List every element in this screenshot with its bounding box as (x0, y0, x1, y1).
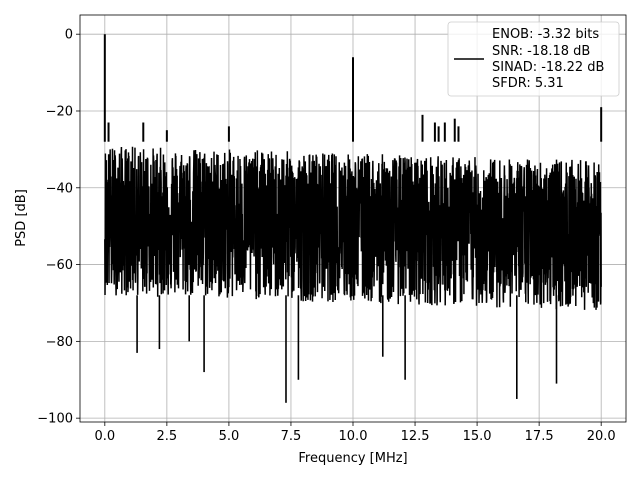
legend-enob: ENOB: -3.32 bits (492, 27, 599, 42)
x-tick-label: 2.5 (157, 429, 178, 444)
legend-box (447, 21, 620, 97)
peak-marks (103, 34, 603, 403)
x-tick-label: 10.0 (339, 429, 368, 444)
x-tick-label: 17.5 (525, 429, 554, 444)
x-tick-label: 7.5 (281, 429, 302, 444)
x-axis-ticks: 0.0 2.5 5.0 7.5 10.0 12.5 15.0 17.5 20.0 (94, 422, 616, 444)
legend-sfdr: SFDR: 5.31 (492, 76, 564, 91)
x-tick-label: 12.5 (401, 429, 430, 444)
plot-frame (79, 14, 627, 423)
x-tick-label: 15.0 (463, 429, 492, 444)
x-tick-label: 0.0 (94, 429, 115, 444)
legend-snr: SNR: -18.18 dB (492, 44, 590, 59)
y-axis-ticks: 0 −20 −40 −60 −80 −100 (37, 28, 80, 427)
y-tick-label: −80 (46, 335, 73, 350)
y-tick-label: −20 (46, 104, 73, 119)
x-tick-label: 20.0 (587, 429, 616, 444)
legend-sinad: SINAD: -18.22 dB (492, 60, 604, 75)
legend: ENOB: -3.32 bits SNR: -18.18 dB SINAD: -… (447, 21, 620, 97)
y-tick-label: −40 (46, 181, 73, 196)
x-axis-label: Frequency [MHz] (298, 451, 407, 466)
y-tick-label: −100 (37, 412, 73, 427)
y-tick-label: −60 (46, 258, 73, 273)
x-tick-label: 5.0 (219, 429, 240, 444)
y-axis-label: PSD [dB] (14, 189, 29, 247)
y-tick-label: 0 (65, 28, 73, 43)
psd-series-line (104, 146, 602, 310)
